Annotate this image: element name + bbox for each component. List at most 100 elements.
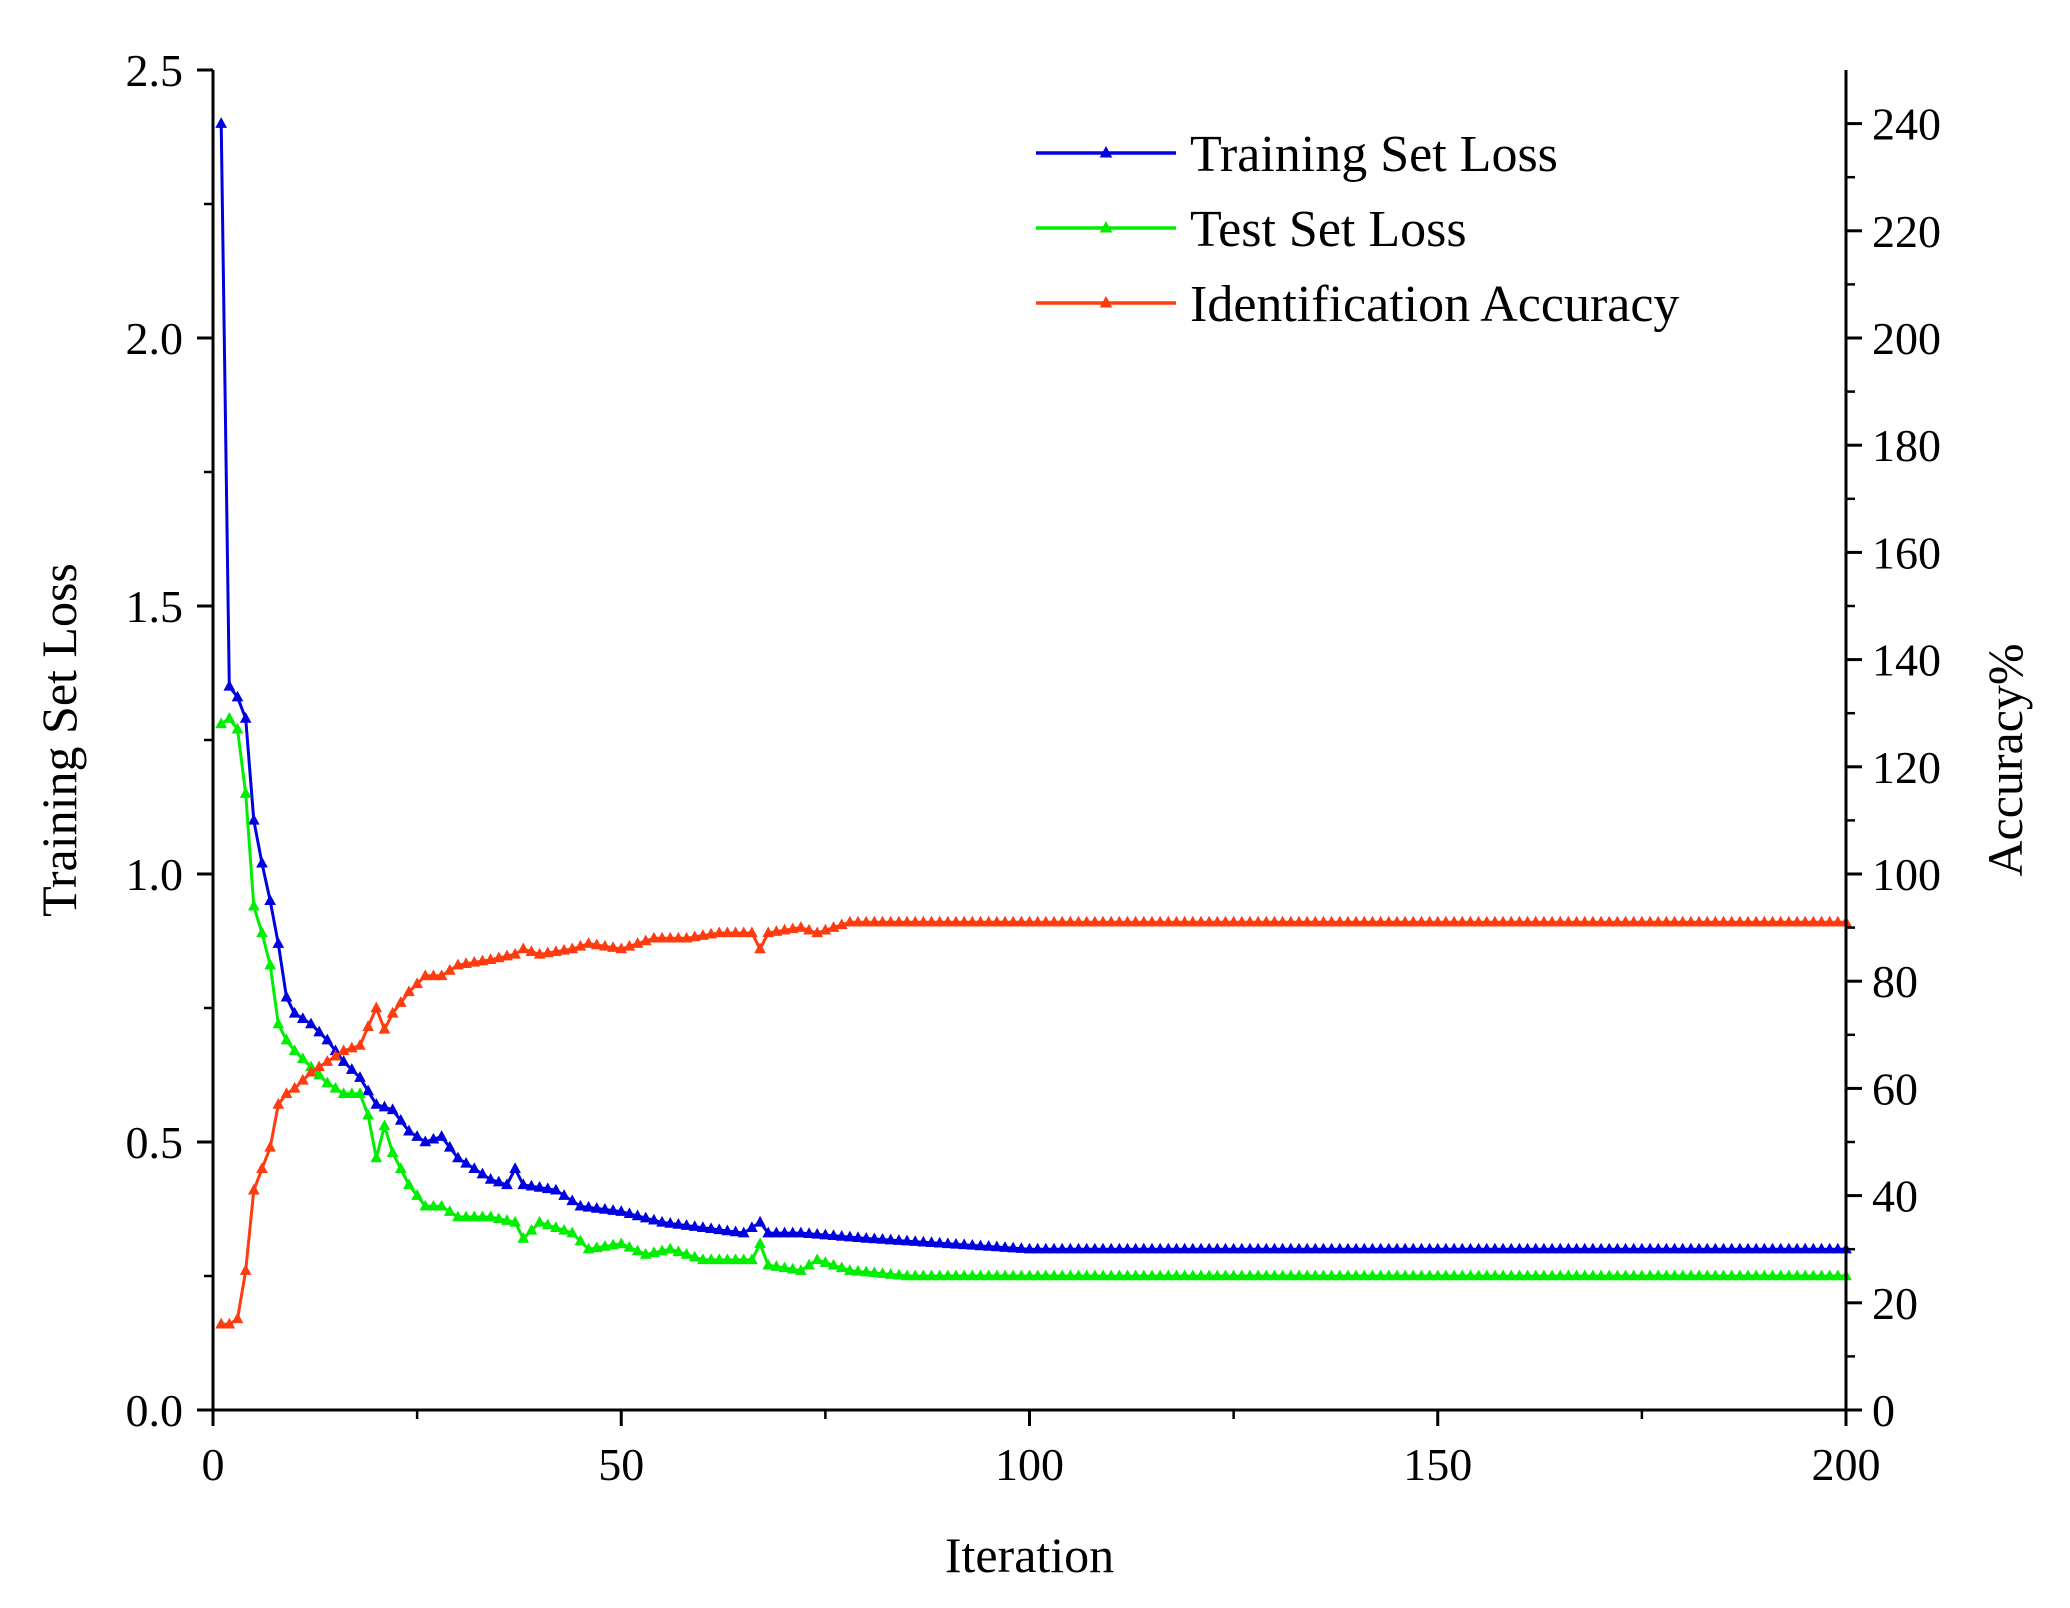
series-point <box>1415 1269 1428 1281</box>
series-point <box>909 915 922 927</box>
series-point <box>1676 915 1689 927</box>
series-point <box>476 1167 489 1179</box>
series-point <box>1431 1269 1444 1281</box>
series-point <box>656 1215 668 1227</box>
series-point <box>468 1210 481 1222</box>
series-point <box>1774 1242 1787 1254</box>
series-point <box>378 1022 391 1034</box>
series-point <box>819 1228 832 1240</box>
series-point <box>1358 915 1371 927</box>
series-point <box>1587 1242 1599 1254</box>
series-point <box>558 1223 570 1235</box>
series-point <box>999 1269 1011 1281</box>
series-point <box>672 1245 685 1257</box>
series-point <box>1121 1269 1134 1281</box>
series-point <box>623 1240 636 1252</box>
series-point <box>533 1215 546 1227</box>
y-axis-title: Training Set Loss <box>31 563 87 917</box>
series-point <box>590 1201 603 1213</box>
series-point <box>1048 1269 1060 1281</box>
series-point <box>1276 1242 1289 1254</box>
series-point <box>354 1087 366 1098</box>
series-point <box>958 1238 971 1250</box>
series-point <box>1782 915 1795 927</box>
series-point <box>1685 1269 1697 1281</box>
series-point <box>1276 915 1289 927</box>
series-point <box>1570 915 1583 927</box>
series-point <box>419 1199 432 1211</box>
series-point <box>1521 1269 1534 1281</box>
legend-marker <box>1099 296 1113 308</box>
y2-tick-label: 40 <box>1872 1171 1918 1222</box>
series-point <box>1097 1242 1109 1254</box>
series-point <box>403 1178 415 1190</box>
series-point <box>1333 1269 1346 1281</box>
series-point <box>1391 1269 1403 1281</box>
series-point <box>1782 1269 1795 1281</box>
series-point <box>1219 915 1232 927</box>
series-point <box>1717 1269 1730 1281</box>
series-point <box>1431 915 1444 927</box>
series-point <box>1505 1242 1518 1254</box>
series-point <box>239 712 252 723</box>
series-point <box>419 969 432 981</box>
series-point <box>697 929 709 940</box>
series-point <box>1007 1241 1020 1253</box>
y2-tick-label: 220 <box>1872 206 1941 257</box>
series-point <box>223 712 236 723</box>
series-point <box>639 1211 652 1223</box>
series-point <box>1587 1269 1599 1281</box>
series-point <box>893 1268 905 1280</box>
series-point <box>256 1162 268 1174</box>
series-point <box>239 787 252 798</box>
y2-tick-label: 120 <box>1872 742 1941 793</box>
series-point <box>533 947 546 959</box>
series-point <box>1374 915 1387 927</box>
series-point <box>525 1179 538 1191</box>
series-point <box>958 1269 971 1281</box>
series-point <box>1391 915 1403 927</box>
series-2 <box>215 915 1852 1329</box>
series-point <box>1644 1269 1656 1281</box>
series-point <box>1791 915 1803 927</box>
series-point <box>558 943 570 955</box>
series-point <box>1415 915 1428 927</box>
series-point <box>1195 1242 1207 1254</box>
series-point <box>737 926 750 938</box>
series-point <box>1725 915 1738 927</box>
series-point <box>1048 915 1060 927</box>
series-point <box>386 1006 399 1018</box>
series-point <box>1448 1242 1460 1254</box>
series-point <box>1146 1269 1158 1281</box>
series-point <box>460 1210 472 1222</box>
series-point <box>574 1234 587 1246</box>
series-point <box>288 1006 301 1018</box>
series-point <box>1227 1242 1240 1254</box>
series-point <box>1652 1269 1665 1281</box>
series-point <box>1211 915 1224 927</box>
series-point <box>1742 1269 1754 1281</box>
series-point <box>1317 1269 1330 1281</box>
series-point <box>982 1240 995 1251</box>
series-point <box>688 1220 701 1231</box>
series-point <box>1717 915 1730 927</box>
series-point <box>982 1269 995 1281</box>
series-point <box>1627 915 1640 927</box>
series-point <box>1301 1269 1313 1281</box>
series-point <box>1293 1269 1305 1281</box>
series-point <box>860 915 873 927</box>
series-point <box>1480 1242 1493 1254</box>
series-point <box>917 1269 930 1281</box>
series-point <box>378 1119 391 1131</box>
series-point <box>247 1183 260 1195</box>
series-point <box>1676 1242 1689 1254</box>
series-point <box>1668 1269 1681 1281</box>
series-point <box>321 1055 334 1066</box>
series-point <box>729 1253 742 1265</box>
y2-tick-label: 60 <box>1872 1063 1918 1114</box>
series-point <box>901 1234 913 1246</box>
series-point <box>1554 1269 1567 1281</box>
series-point <box>1374 1269 1387 1281</box>
series-point <box>1668 915 1681 927</box>
series-point <box>1015 1242 1028 1253</box>
